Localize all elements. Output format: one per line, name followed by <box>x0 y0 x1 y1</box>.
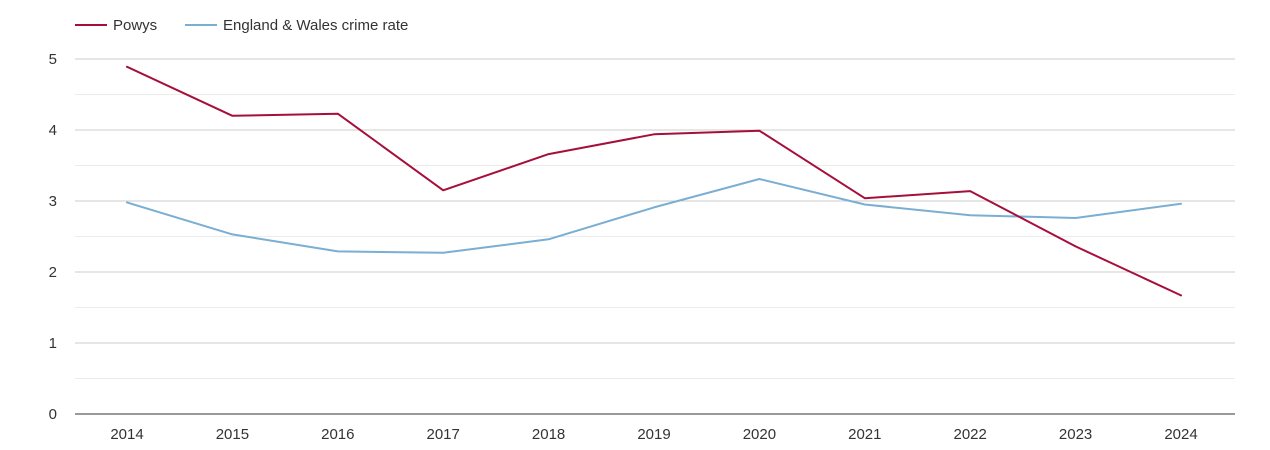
y-axis-ticks: 0 1 2 3 4 5 <box>49 51 57 423</box>
series-line-england-wales-crime-rate <box>126 178 1182 254</box>
series-line-powys <box>126 65 1182 297</box>
x-tick-label: 2024 <box>1164 426 1197 443</box>
x-tick-label: 2018 <box>532 426 565 443</box>
legend-label: Powys <box>113 17 157 34</box>
x-tick-label: 2015 <box>216 426 249 443</box>
legend: Powys England & Wales crime rate <box>75 17 408 34</box>
y-tick-label: 5 <box>49 51 57 68</box>
x-axis-ticks: 2014 2015 2016 2017 2018 2019 2020 2021 2022 2023… <box>110 426 1197 443</box>
x-tick-label: 2016 <box>321 426 354 443</box>
x-tick-label: 2017 <box>427 426 460 443</box>
legend-label: England & Wales crime rate <box>223 17 408 34</box>
x-tick-label: 2014 <box>110 426 143 443</box>
x-tick-label: 2022 <box>954 426 987 443</box>
y-tick-label: 1 <box>49 335 57 352</box>
y-tick-label: 3 <box>49 193 57 210</box>
gridlines <box>75 58 1235 379</box>
x-tick-label: 2023 <box>1059 426 1092 443</box>
series-lines <box>126 65 1182 297</box>
x-tick-label: 2019 <box>637 426 670 443</box>
y-tick-label: 2 <box>49 264 57 281</box>
y-tick-label: 4 <box>49 122 57 139</box>
x-tick-label: 2020 <box>743 426 776 443</box>
x-tick-label: 2021 <box>848 426 881 443</box>
y-tick-label: 0 <box>49 406 57 423</box>
